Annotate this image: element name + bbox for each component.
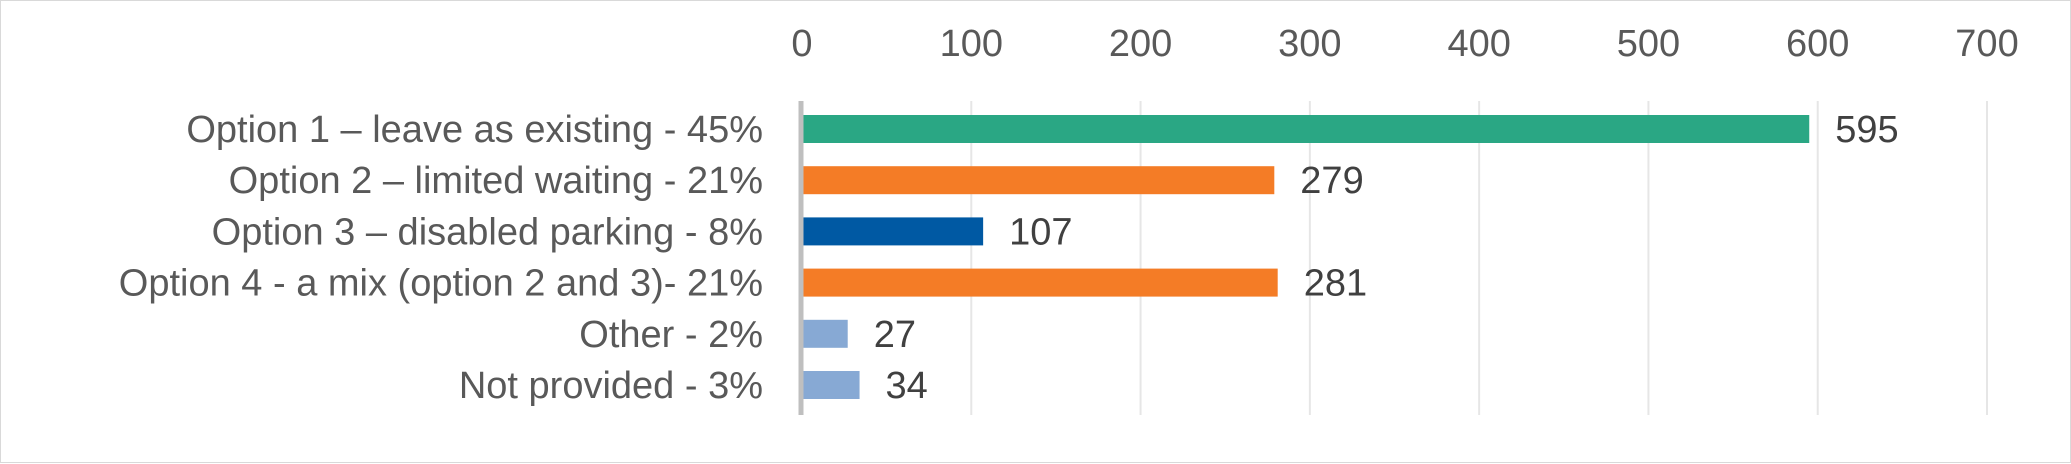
data-label: 595 (1835, 109, 1898, 151)
bar (802, 371, 860, 399)
category-label: Other - 2% (579, 314, 763, 356)
x-tick-label: 400 (1447, 23, 1510, 65)
category-label: Option 2 – limited waiting - 21% (229, 160, 763, 202)
data-label: 281 (1304, 263, 1367, 305)
bar (802, 115, 1810, 143)
x-tick-label: 600 (1786, 23, 1849, 65)
category-label: Option 4 - a mix (option 2 and 3)- 21% (119, 263, 763, 305)
category-label: Option 3 – disabled parking - 8% (212, 211, 763, 253)
bars (802, 115, 1810, 399)
bar (802, 217, 984, 246)
x-tick-label: 700 (1955, 23, 2018, 65)
x-tick-label: 200 (1109, 23, 1172, 65)
gridlines (970, 101, 1988, 415)
x-tick-label: 100 (940, 23, 1003, 65)
data-label: 34 (886, 365, 928, 407)
category-labels: Option 1 – leave as existing - 45% Option… (119, 109, 763, 407)
x-axis-ticks: 0 100 200 300 400 500 600 700 (791, 23, 2018, 65)
bar (802, 166, 1275, 195)
x-tick-label: 300 (1278, 23, 1341, 65)
data-label: 107 (1009, 211, 1072, 253)
x-tick-label: 500 (1617, 23, 1680, 65)
bar (802, 319, 848, 348)
category-label: Option 1 – leave as existing - 45% (186, 109, 763, 151)
bar (802, 268, 1278, 297)
category-label: Not provided - 3% (459, 365, 763, 407)
data-label: 27 (874, 314, 916, 356)
data-labels: 595 279 107 281 27 34 (874, 109, 1899, 407)
x-tick-label: 0 (791, 23, 812, 65)
data-label: 279 (1300, 160, 1363, 202)
